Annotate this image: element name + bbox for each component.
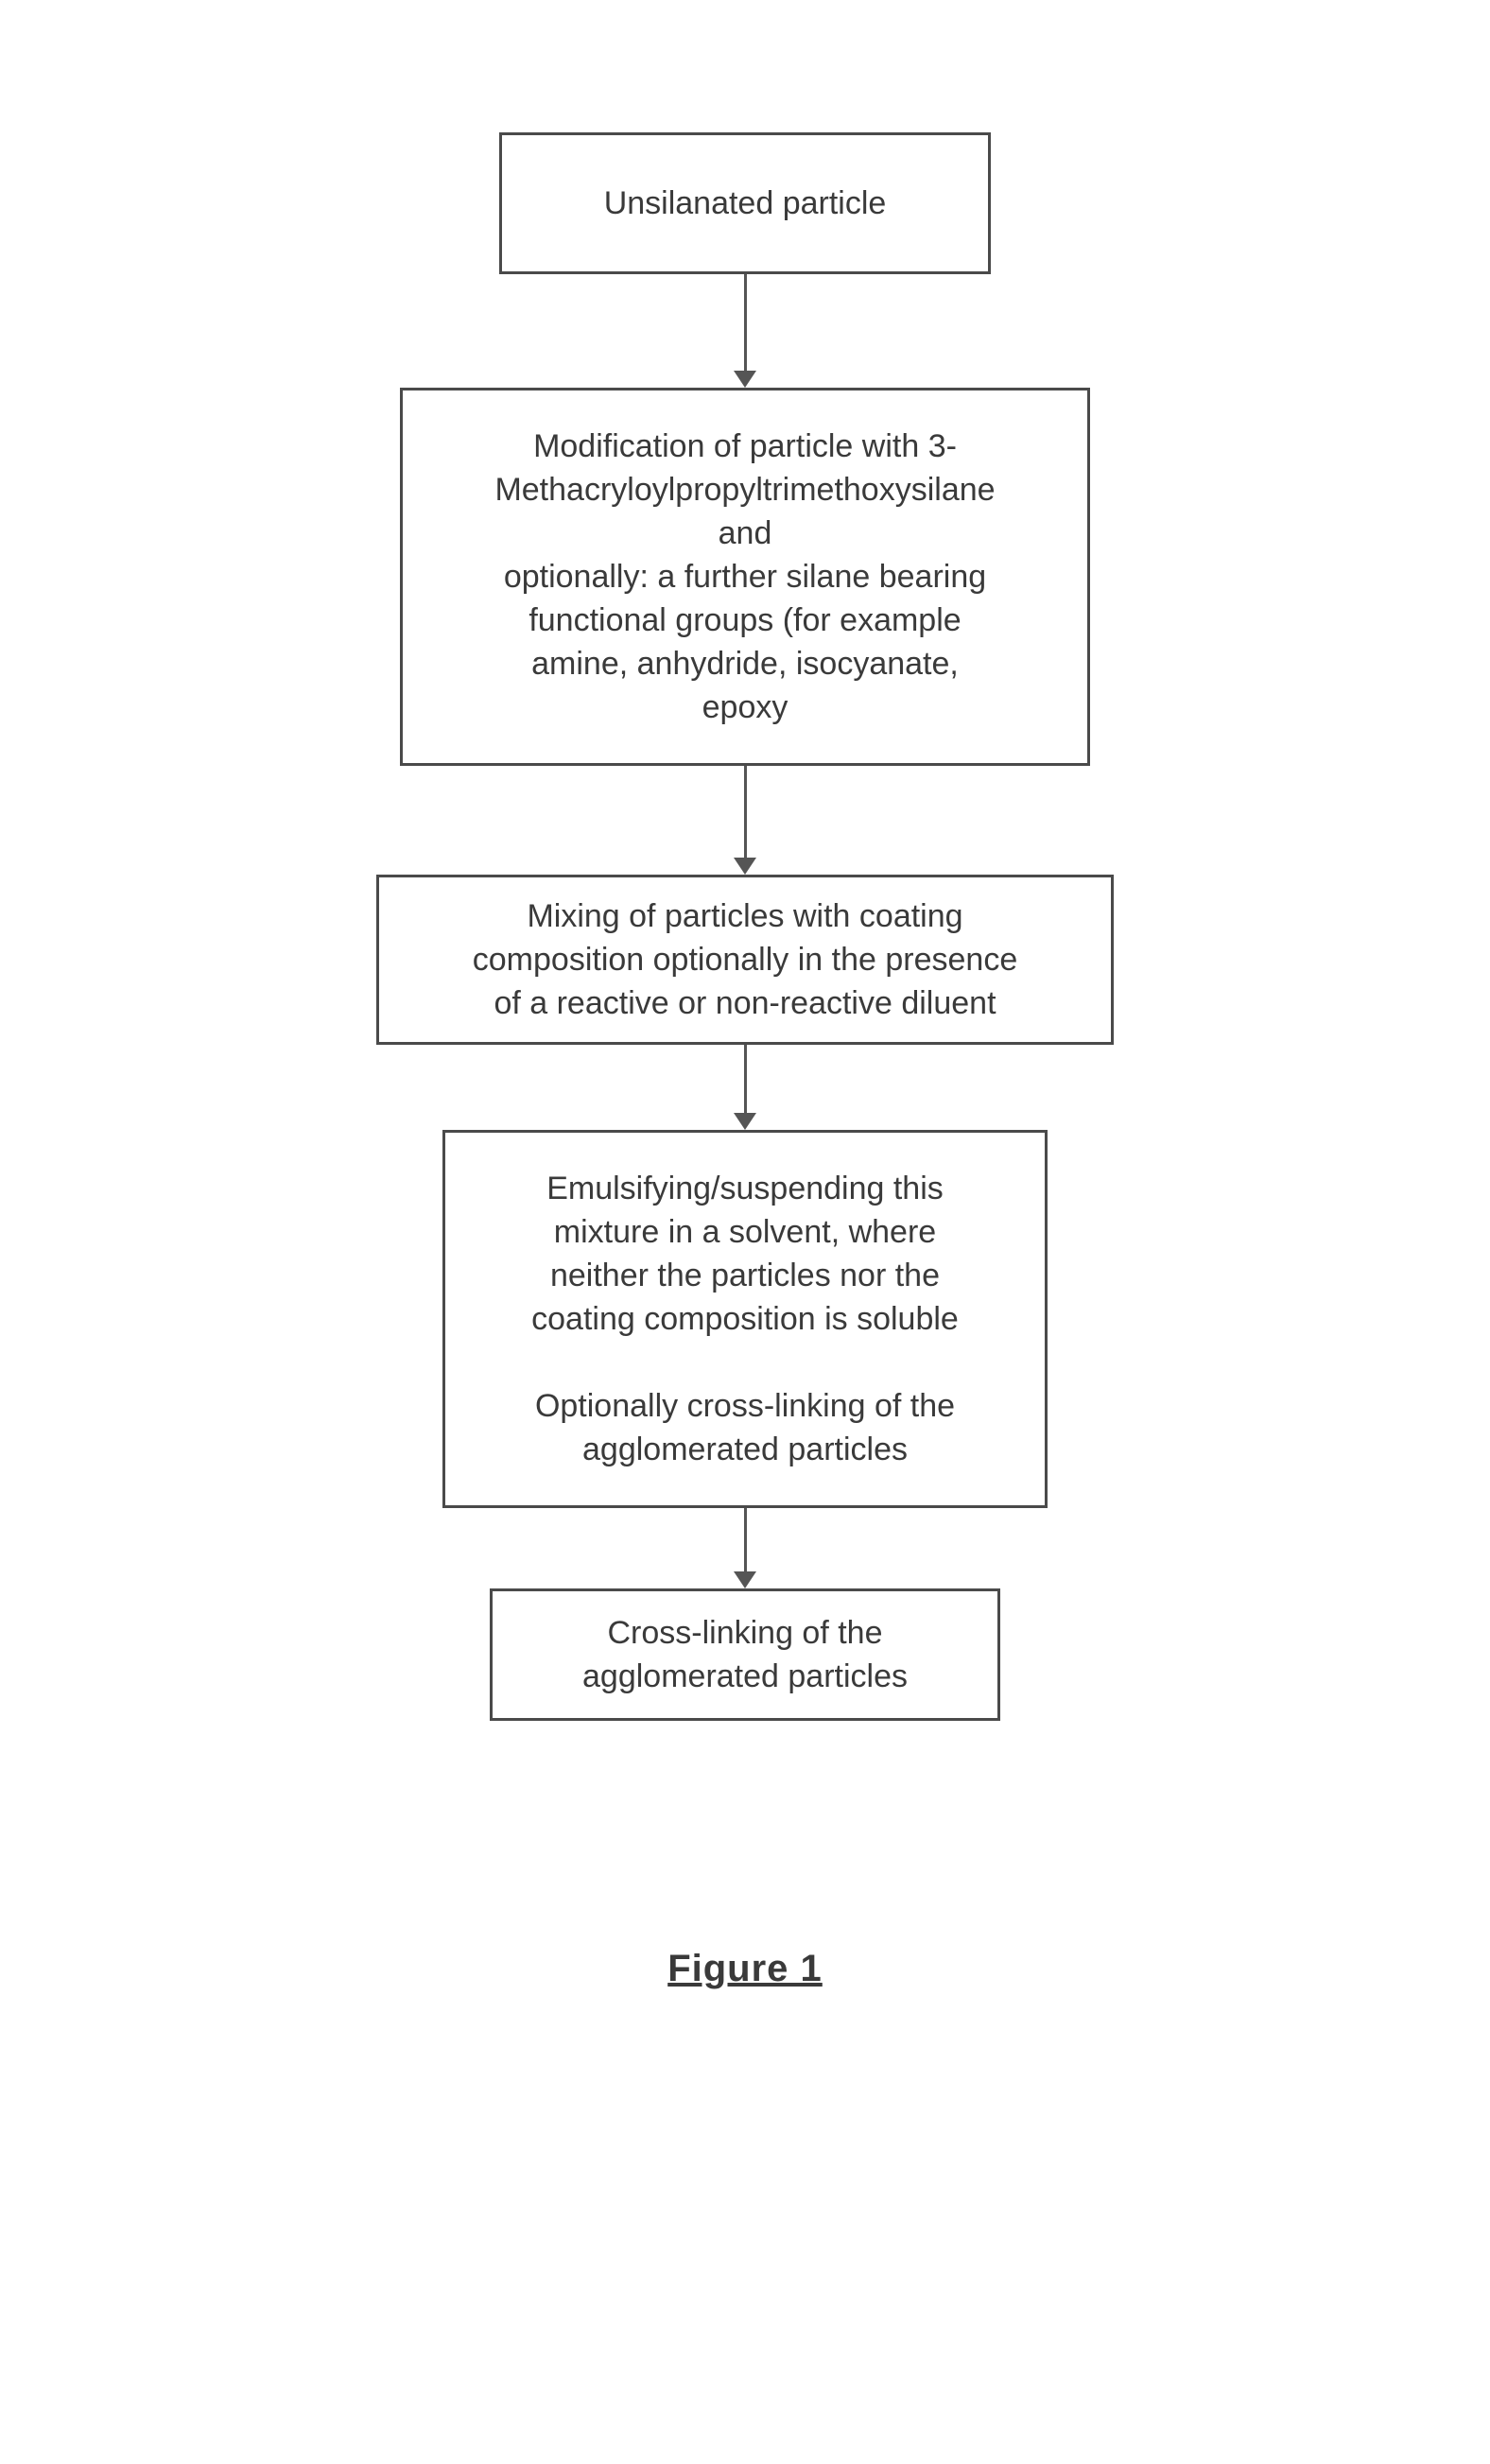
flowchart-arrow: [734, 766, 756, 875]
flowchart-arrow: [734, 1508, 756, 1588]
arrow-head-icon: [734, 858, 756, 875]
flowchart-arrow: [734, 274, 756, 388]
figure-caption: Figure 1: [0, 1948, 1490, 1990]
flowchart-node-line: [740, 1341, 749, 1384]
flowchart-node-line: Modification of particle with 3-: [533, 425, 957, 468]
page: Unsilanated particle Modification of part…: [0, 0, 1490, 2464]
flowchart-node-line: neither the particles nor the: [550, 1254, 940, 1297]
flowchart-node-line: agglomerated particles: [582, 1428, 908, 1471]
arrow-shaft: [744, 766, 747, 858]
flowchart-node: Unsilanated particle: [499, 132, 991, 274]
flowchart-node-line: Optionally cross-linking of the: [535, 1384, 955, 1428]
arrow-head-icon: [734, 1571, 756, 1588]
flowchart-node-line: composition optionally in the presence: [473, 938, 1017, 981]
flowchart-node: Cross-linking of theagglomerated particl…: [490, 1588, 1000, 1721]
flowchart-node-line: functional groups (for example: [528, 599, 961, 642]
flowchart-node-line: of a reactive or non-reactive diluent: [494, 981, 996, 1025]
arrow-shaft: [744, 1508, 747, 1571]
flowchart-node-line: optionally: a further silane bearing: [504, 555, 986, 599]
flowchart-node-line: and: [719, 512, 772, 555]
flowchart-node-line: Mixing of particles with coating: [527, 894, 962, 938]
flowchart-node: Modification of particle with 3-Methacry…: [400, 388, 1090, 766]
flowchart-node-line: agglomerated particles: [582, 1655, 908, 1698]
flowchart-node-line: Unsilanated particle: [604, 182, 887, 224]
arrow-head-icon: [734, 371, 756, 388]
flowchart-node-line: epoxy: [702, 685, 788, 729]
flowchart-node-line: Methacryloylpropyltrimethoxysilane: [494, 468, 995, 512]
flowchart-node-line: Emulsifying/suspending this: [546, 1167, 944, 1210]
flowchart: Unsilanated particle Modification of part…: [0, 132, 1490, 1721]
arrow-shaft: [744, 1045, 747, 1113]
flowchart-node: Emulsifying/suspending thismixture in a …: [442, 1130, 1048, 1508]
arrow-shaft: [744, 274, 747, 371]
flowchart-arrow: [734, 1045, 756, 1130]
flowchart-node-line: amine, anhydride, isocyanate,: [531, 642, 959, 685]
flowchart-node: Mixing of particles with coatingcomposit…: [376, 875, 1114, 1045]
flowchart-node-line: Cross-linking of the: [607, 1611, 882, 1655]
arrow-head-icon: [734, 1113, 756, 1130]
flowchart-node-line: coating composition is soluble: [531, 1297, 959, 1341]
flowchart-node-line: mixture in a solvent, where: [554, 1210, 936, 1254]
